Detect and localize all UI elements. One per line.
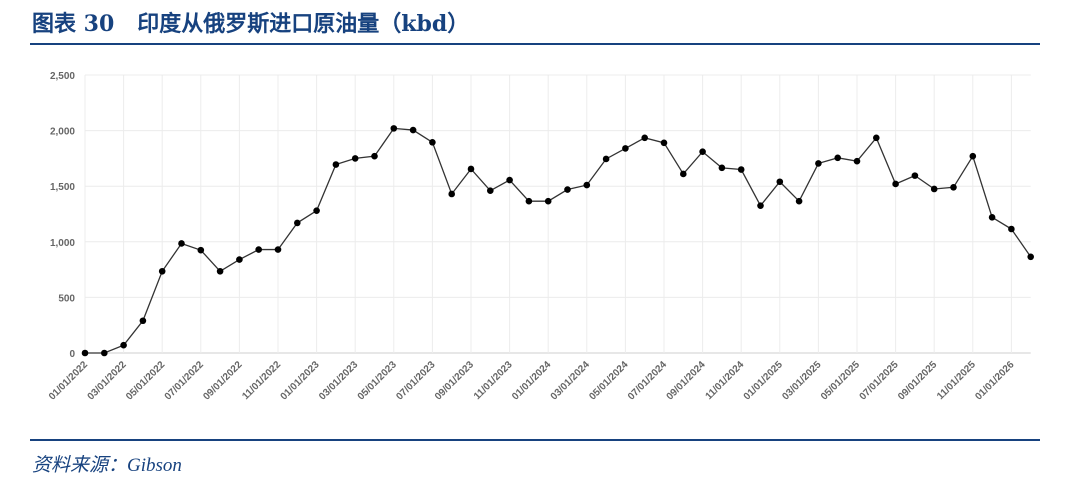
data-point	[1027, 253, 1034, 261]
y-tick-label: 1,000	[50, 238, 75, 249]
data-point	[409, 126, 417, 134]
x-tick-label: 03/01/2025	[780, 359, 823, 402]
data-point	[911, 172, 919, 179]
x-tick-label: 11/01/2025	[935, 359, 978, 402]
x-tick-label: 01/01/2026	[973, 359, 1016, 402]
x-tick-label: 09/01/2023	[433, 359, 476, 402]
x-tick-label: 07/01/2024	[626, 359, 669, 402]
x-tick-label: 05/01/2024	[587, 359, 630, 402]
x-tick-label: 09/01/2022	[201, 359, 244, 402]
data-point	[158, 267, 166, 275]
x-tick-label: 11/01/2022	[240, 359, 283, 402]
y-tick-label: 2,000	[50, 127, 75, 138]
x-tick-label: 03/01/2023	[317, 359, 360, 402]
x-tick-label: 05/01/2023	[356, 359, 399, 402]
title-rule	[30, 43, 1040, 45]
y-tick-label: 1,500	[50, 182, 75, 193]
data-point	[622, 145, 629, 152]
data-point	[969, 152, 977, 160]
data-point	[332, 161, 340, 168]
x-tick-label: 11/01/2023	[472, 359, 515, 402]
x-tick-label: 07/01/2022	[163, 359, 206, 402]
x-tick-label: 07/01/2023	[394, 359, 437, 402]
data-point	[564, 186, 571, 193]
data-point	[718, 164, 726, 172]
data-point	[448, 190, 456, 198]
x-tick-label: 05/01/2022	[124, 359, 167, 402]
data-point	[699, 148, 706, 156]
x-tick-label: 01/01/2023	[279, 359, 322, 402]
data-point	[197, 246, 205, 254]
data-point	[583, 181, 591, 189]
data-point	[390, 125, 398, 132]
data-point	[757, 202, 764, 209]
data-point	[120, 341, 127, 349]
y-tick-label: 500	[58, 293, 75, 304]
source-note: 资料来源：Gibson	[32, 455, 182, 476]
data-point	[950, 184, 957, 191]
x-tick-label: 09/01/2024	[665, 359, 708, 402]
data-point	[930, 185, 938, 193]
data-point	[737, 166, 745, 173]
x-tick-label: 03/01/2022	[86, 359, 129, 402]
data-point	[487, 187, 494, 194]
data-point	[602, 155, 610, 163]
data-point	[544, 197, 552, 205]
data-point	[815, 160, 822, 167]
data-point	[294, 219, 301, 227]
data-point	[525, 197, 533, 205]
data-point	[467, 165, 475, 173]
data-point	[429, 138, 436, 146]
x-tick-label: 01/01/2024	[510, 359, 553, 402]
data-point	[680, 170, 687, 178]
data-point	[1008, 225, 1015, 233]
data-point	[853, 157, 861, 165]
data-point	[255, 246, 262, 253]
data-point	[873, 134, 880, 142]
x-tick-label: 01/01/2022	[47, 359, 90, 402]
data-point	[371, 152, 378, 160]
data-point	[216, 267, 224, 275]
data-point	[795, 197, 803, 205]
data-point	[834, 154, 841, 162]
x-tick-label: 01/01/2025	[742, 359, 785, 402]
x-tick-label: 09/01/2025	[896, 359, 939, 402]
data-point	[892, 180, 899, 188]
x-tick-label: 05/01/2025	[819, 359, 862, 402]
data-point	[660, 139, 668, 147]
data-point	[351, 155, 359, 162]
data-point	[506, 176, 513, 184]
data-point	[274, 246, 282, 253]
series-line	[85, 127, 1032, 354]
data-point	[139, 317, 147, 325]
data-point	[178, 240, 185, 247]
x-tick-label: 07/01/2025	[858, 359, 901, 402]
y-tick-label: 0	[69, 349, 75, 360]
y-tick-label: 2,500	[50, 71, 75, 82]
data-point	[81, 349, 89, 357]
data-point	[988, 214, 996, 221]
data-point	[641, 134, 648, 142]
x-tick-label: 03/01/2024	[549, 359, 592, 402]
chart-title: 图表 30 印度从俄罗斯进口原油量（kbd）	[32, 11, 470, 37]
x-tick-label: 11/01/2024	[704, 359, 747, 402]
data-point	[313, 207, 320, 214]
data-point	[236, 256, 243, 263]
data-point	[101, 349, 108, 357]
footer-rule	[30, 439, 1040, 441]
data-point	[776, 178, 784, 186]
